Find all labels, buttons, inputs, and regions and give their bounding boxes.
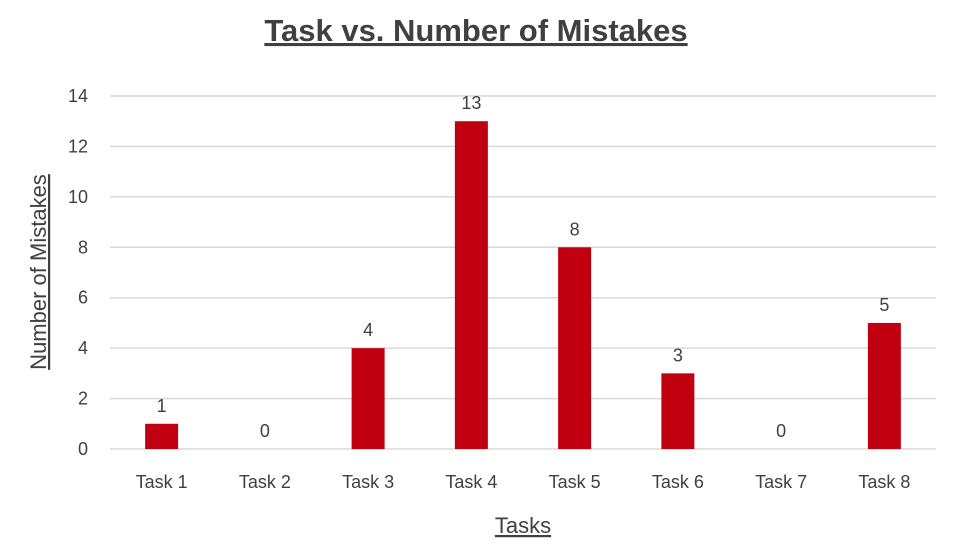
gridlines: [110, 95, 936, 450]
bars: [145, 121, 901, 449]
y-axis-title: Number of Mistakes: [26, 174, 51, 370]
bar-task-6: [661, 373, 695, 449]
data-label: 4: [363, 320, 373, 340]
y-tick-label: 4: [78, 338, 88, 358]
bar-task-4: [454, 121, 488, 449]
y-tick-label: 0: [78, 439, 88, 459]
data-label: 5: [879, 295, 889, 315]
x-tick-label: Task 5: [549, 472, 601, 492]
data-label: 3: [673, 345, 683, 365]
x-tick-label: Task 1: [136, 472, 188, 492]
x-tick-label: Task 7: [755, 472, 807, 492]
y-tick-label: 10: [68, 187, 88, 207]
bar-task-1: [145, 423, 179, 449]
bar-task-3: [351, 348, 385, 449]
y-tick-label: 6: [78, 288, 88, 308]
y-tick-label: 14: [68, 86, 88, 106]
x-tick-label: Task 6: [652, 472, 704, 492]
data-label: 13: [461, 93, 481, 113]
data-label: 0: [776, 421, 786, 441]
x-axis-title: Tasks: [495, 513, 551, 538]
chart-title: Task vs. Number of Mistakes: [264, 13, 687, 48]
y-axis-ticks: 0 2 4 6 8 10 12 14: [68, 86, 88, 459]
x-tick-label: Task 8: [858, 472, 910, 492]
x-tick-label: Task 3: [342, 472, 394, 492]
data-labels: 1 0 4 13 8 3 0 5: [157, 93, 890, 441]
y-tick-label: 8: [78, 237, 88, 257]
y-tick-label: 12: [68, 136, 88, 156]
data-label: 8: [570, 219, 580, 239]
x-tick-label: Task 2: [239, 472, 291, 492]
x-tick-label: Task 4: [445, 472, 497, 492]
data-label: 0: [260, 421, 270, 441]
y-tick-label: 2: [78, 389, 88, 409]
data-label: 1: [157, 396, 167, 416]
bar-task-8: [867, 322, 901, 449]
x-axis-ticks: Task 1 Task 2 Task 3 Task 4 Task 5 Task 6 Task…: [136, 472, 911, 492]
bar-task-5: [558, 247, 592, 449]
